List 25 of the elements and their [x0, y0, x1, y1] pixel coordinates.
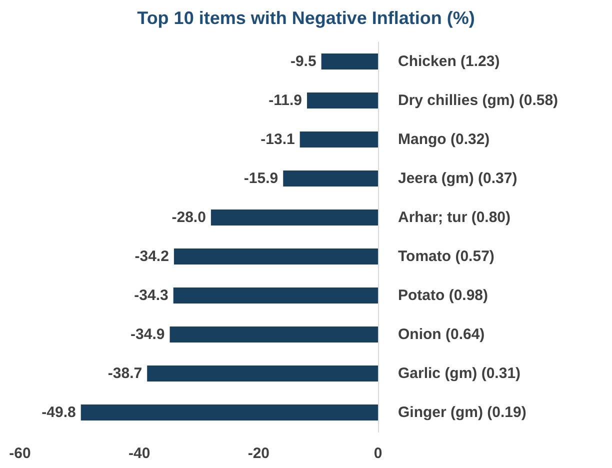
y-tick-label: Chicken (1.23): [398, 53, 500, 70]
data-label: -11.9: [268, 92, 302, 109]
y-tick-label: Onion (0.64): [398, 326, 485, 343]
y-tick-label: Mango (0.32): [398, 131, 490, 148]
data-label: -38.7: [108, 365, 142, 382]
data-label: -49.8: [42, 404, 76, 421]
chart-title: Top 10 items with Negative Inflation (%): [137, 8, 475, 28]
x-tick-label: -20: [248, 445, 270, 462]
y-tick-label: Ginger (gm) (0.19): [398, 404, 526, 421]
x-tick-label: -60: [9, 445, 31, 462]
y-tick-label: Arhar; tur (0.80): [398, 209, 511, 226]
data-label: -13.1: [260, 131, 295, 148]
data-label: -34.3: [134, 287, 168, 304]
y-tick-label: Potato (0.98): [398, 287, 488, 304]
data-label: -9.5: [290, 53, 316, 70]
y-tick-label: Dry chillies (gm) (0.58): [398, 92, 558, 109]
data-label: -34.9: [130, 326, 165, 343]
data-label: -34.2: [134, 248, 169, 265]
data-label: -28.0: [172, 209, 206, 226]
y-tick-label: Jeera (gm) (0.37): [398, 170, 518, 187]
x-tick-label: 0: [374, 445, 382, 462]
x-tick-label: -40: [128, 445, 150, 462]
y-tick-label: Tomato (0.57): [398, 248, 494, 265]
y-tick-label: Garlic (gm) (0.31): [398, 365, 521, 382]
data-label: -15.9: [244, 170, 278, 187]
